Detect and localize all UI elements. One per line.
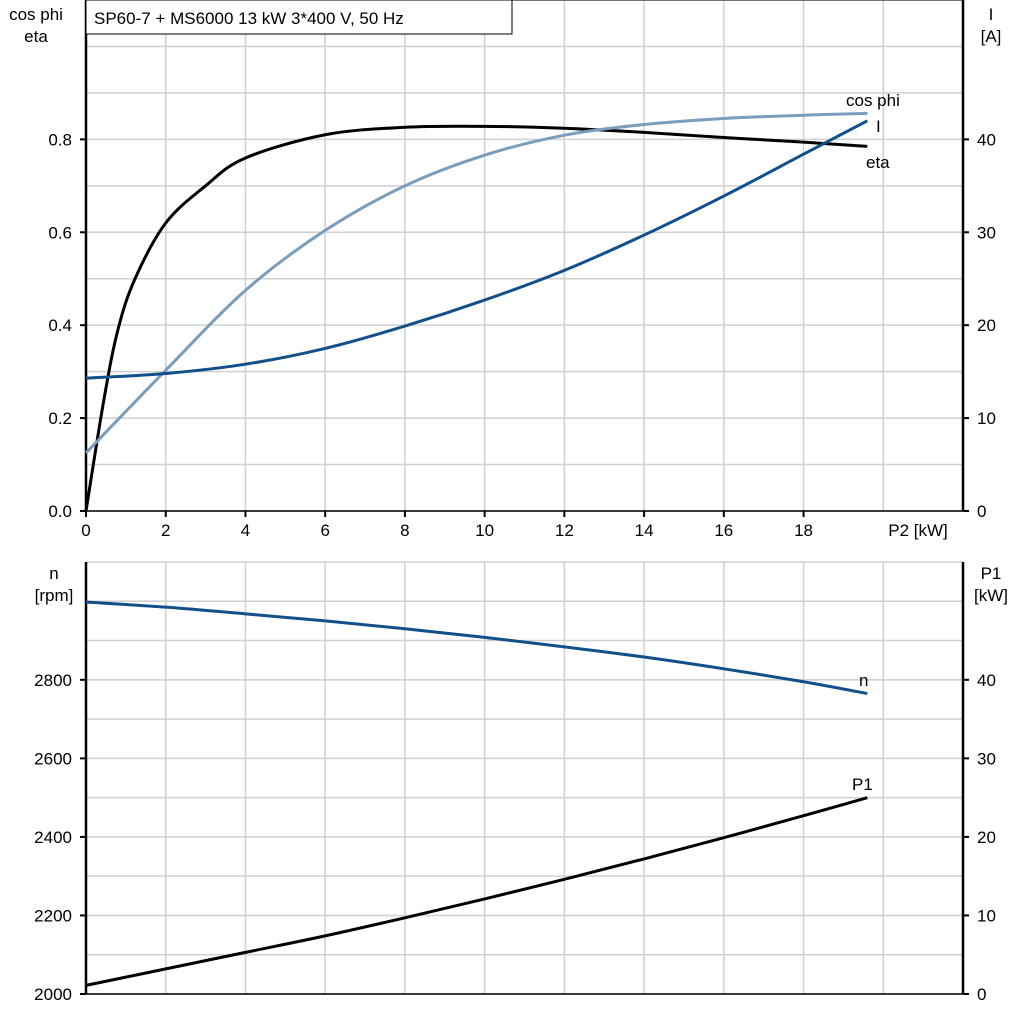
y-tick-label-right: 0 <box>977 985 986 1004</box>
series-line-eta <box>84 124 868 512</box>
y-axis-label-right: P1 <box>981 564 1002 583</box>
series-line-n <box>85 600 868 696</box>
y-axis-label-left: [rpm] <box>35 586 74 605</box>
x-axis-label: P2 [kW] <box>888 521 948 540</box>
y-tick-label-left: 2200 <box>34 906 72 925</box>
y-tick-label-left: 2400 <box>34 828 72 847</box>
chart-title: SP60-7 + MS6000 13 kW 3*400 V, 50 Hz <box>94 9 404 28</box>
y-tick-label-left: 0.2 <box>48 409 72 428</box>
x-tick-label: 16 <box>714 521 733 540</box>
y-axis-label-right: [kW] <box>974 586 1008 605</box>
x-tick-label: 12 <box>555 521 574 540</box>
x-tick-label: 18 <box>794 521 813 540</box>
y-tick-label-left: 0.8 <box>48 130 72 149</box>
y-axis-label-right: I <box>989 5 994 24</box>
y-tick-label-left: 2000 <box>34 985 72 1004</box>
y-tick-label-right: 10 <box>977 409 996 428</box>
series-line-i <box>85 119 869 380</box>
y-tick-label-left: 0.6 <box>48 223 72 242</box>
y-tick-label-right: 20 <box>977 316 996 335</box>
series-label-eta: eta <box>866 153 890 172</box>
x-tick-label: 4 <box>241 521 250 540</box>
x-tick-label: 0 <box>81 521 90 540</box>
y-tick-label-left: 0.0 <box>48 502 72 521</box>
series-label-p1: P1 <box>852 775 873 794</box>
y-tick-label-right: 0 <box>977 502 986 521</box>
y-axis-label-right: [A] <box>981 27 1002 46</box>
y-axis-label-left: eta <box>24 27 48 46</box>
series-label-cos-phi: cos phi <box>846 91 900 110</box>
x-tick-label: 8 <box>400 521 409 540</box>
y-tick-label-left: 2600 <box>34 749 72 768</box>
y-tick-label-right: 40 <box>977 671 996 690</box>
series-label-n: n <box>859 671 868 690</box>
x-tick-label: 6 <box>320 521 329 540</box>
y-tick-label-left: 2800 <box>34 671 72 690</box>
y-tick-label-right: 10 <box>977 906 996 925</box>
x-tick-label: 10 <box>475 521 494 540</box>
y-axis-label-left: cos phi <box>9 5 63 24</box>
series-line-p1 <box>85 796 868 987</box>
series-line-cos-phi <box>84 111 868 454</box>
title-box <box>85 0 513 35</box>
y-tick-label-left: 0.4 <box>48 316 72 335</box>
y-tick-label-right: 40 <box>977 130 996 149</box>
y-tick-label-right: 30 <box>977 749 996 768</box>
y-tick-label-right: 30 <box>977 223 996 242</box>
x-tick-label: 14 <box>635 521 654 540</box>
y-tick-label-right: 20 <box>977 828 996 847</box>
x-tick-label: 2 <box>161 521 170 540</box>
y-axis-label-left: n <box>49 564 58 583</box>
series-label-i: I <box>876 117 881 136</box>
